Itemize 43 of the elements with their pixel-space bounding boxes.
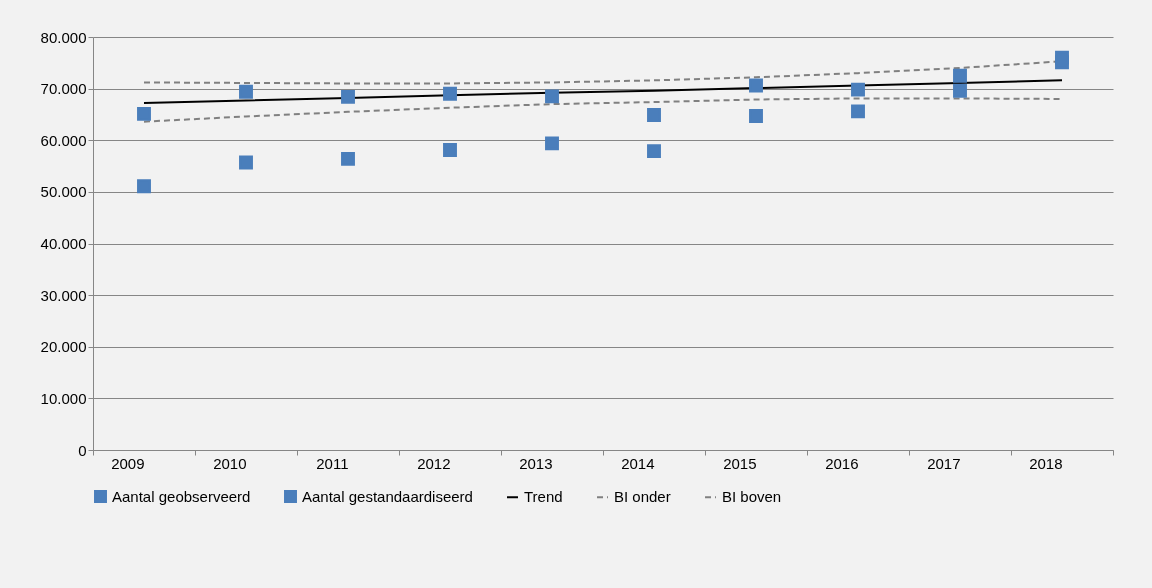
y-tick-label: 0: [78, 441, 87, 459]
point: [953, 83, 967, 98]
point: [239, 155, 253, 170]
x-tick-label: 2015: [723, 454, 757, 472]
x-tick-label: 2016: [825, 454, 859, 472]
x-tick-label: 2018: [1029, 454, 1063, 472]
y-tick-label: 40.000: [40, 235, 87, 252]
point: [443, 143, 457, 158]
x-tick-label: 2011: [316, 454, 349, 472]
legend-label: Aantal geobserveerd: [112, 487, 251, 505]
legend-label: BI boven: [722, 488, 782, 506]
y-tick-label: 10.000: [40, 389, 87, 407]
legend-label: Trend: [524, 488, 563, 506]
point: [341, 89, 355, 104]
y-tick-label: 30.000: [40, 286, 87, 304]
point: [647, 144, 661, 159]
x-tick-label: 2017: [927, 454, 961, 472]
point: [137, 179, 151, 194]
y-tick-label: 60.000: [40, 131, 87, 149]
point: [137, 106, 151, 121]
point: [647, 108, 661, 122]
point: [749, 78, 763, 93]
legend-label: BI onder: [614, 488, 671, 506]
point: [545, 136, 559, 151]
y-tick-label: 80.000: [40, 28, 87, 46]
point: [953, 68, 967, 83]
y-tick-label: 50.000: [40, 183, 87, 201]
x-tick-label: 2014: [621, 454, 655, 472]
point: [749, 109, 763, 123]
x-tick-label: 2010: [213, 454, 247, 472]
point: [341, 151, 355, 166]
y-tick-label: 20.000: [40, 338, 87, 356]
legend-label: Aantal gestandaardiseerd: [302, 487, 473, 505]
point: [1055, 50, 1069, 65]
point: [851, 104, 865, 119]
y-tick-label: 70.000: [40, 80, 87, 98]
point: [851, 82, 865, 97]
x-tick-label: 2013: [519, 454, 553, 472]
x-tick-label: 2009: [111, 454, 145, 472]
point: [443, 86, 457, 101]
x-tick-label: 2012: [417, 454, 451, 472]
point: [239, 84, 253, 99]
point: [545, 89, 559, 104]
